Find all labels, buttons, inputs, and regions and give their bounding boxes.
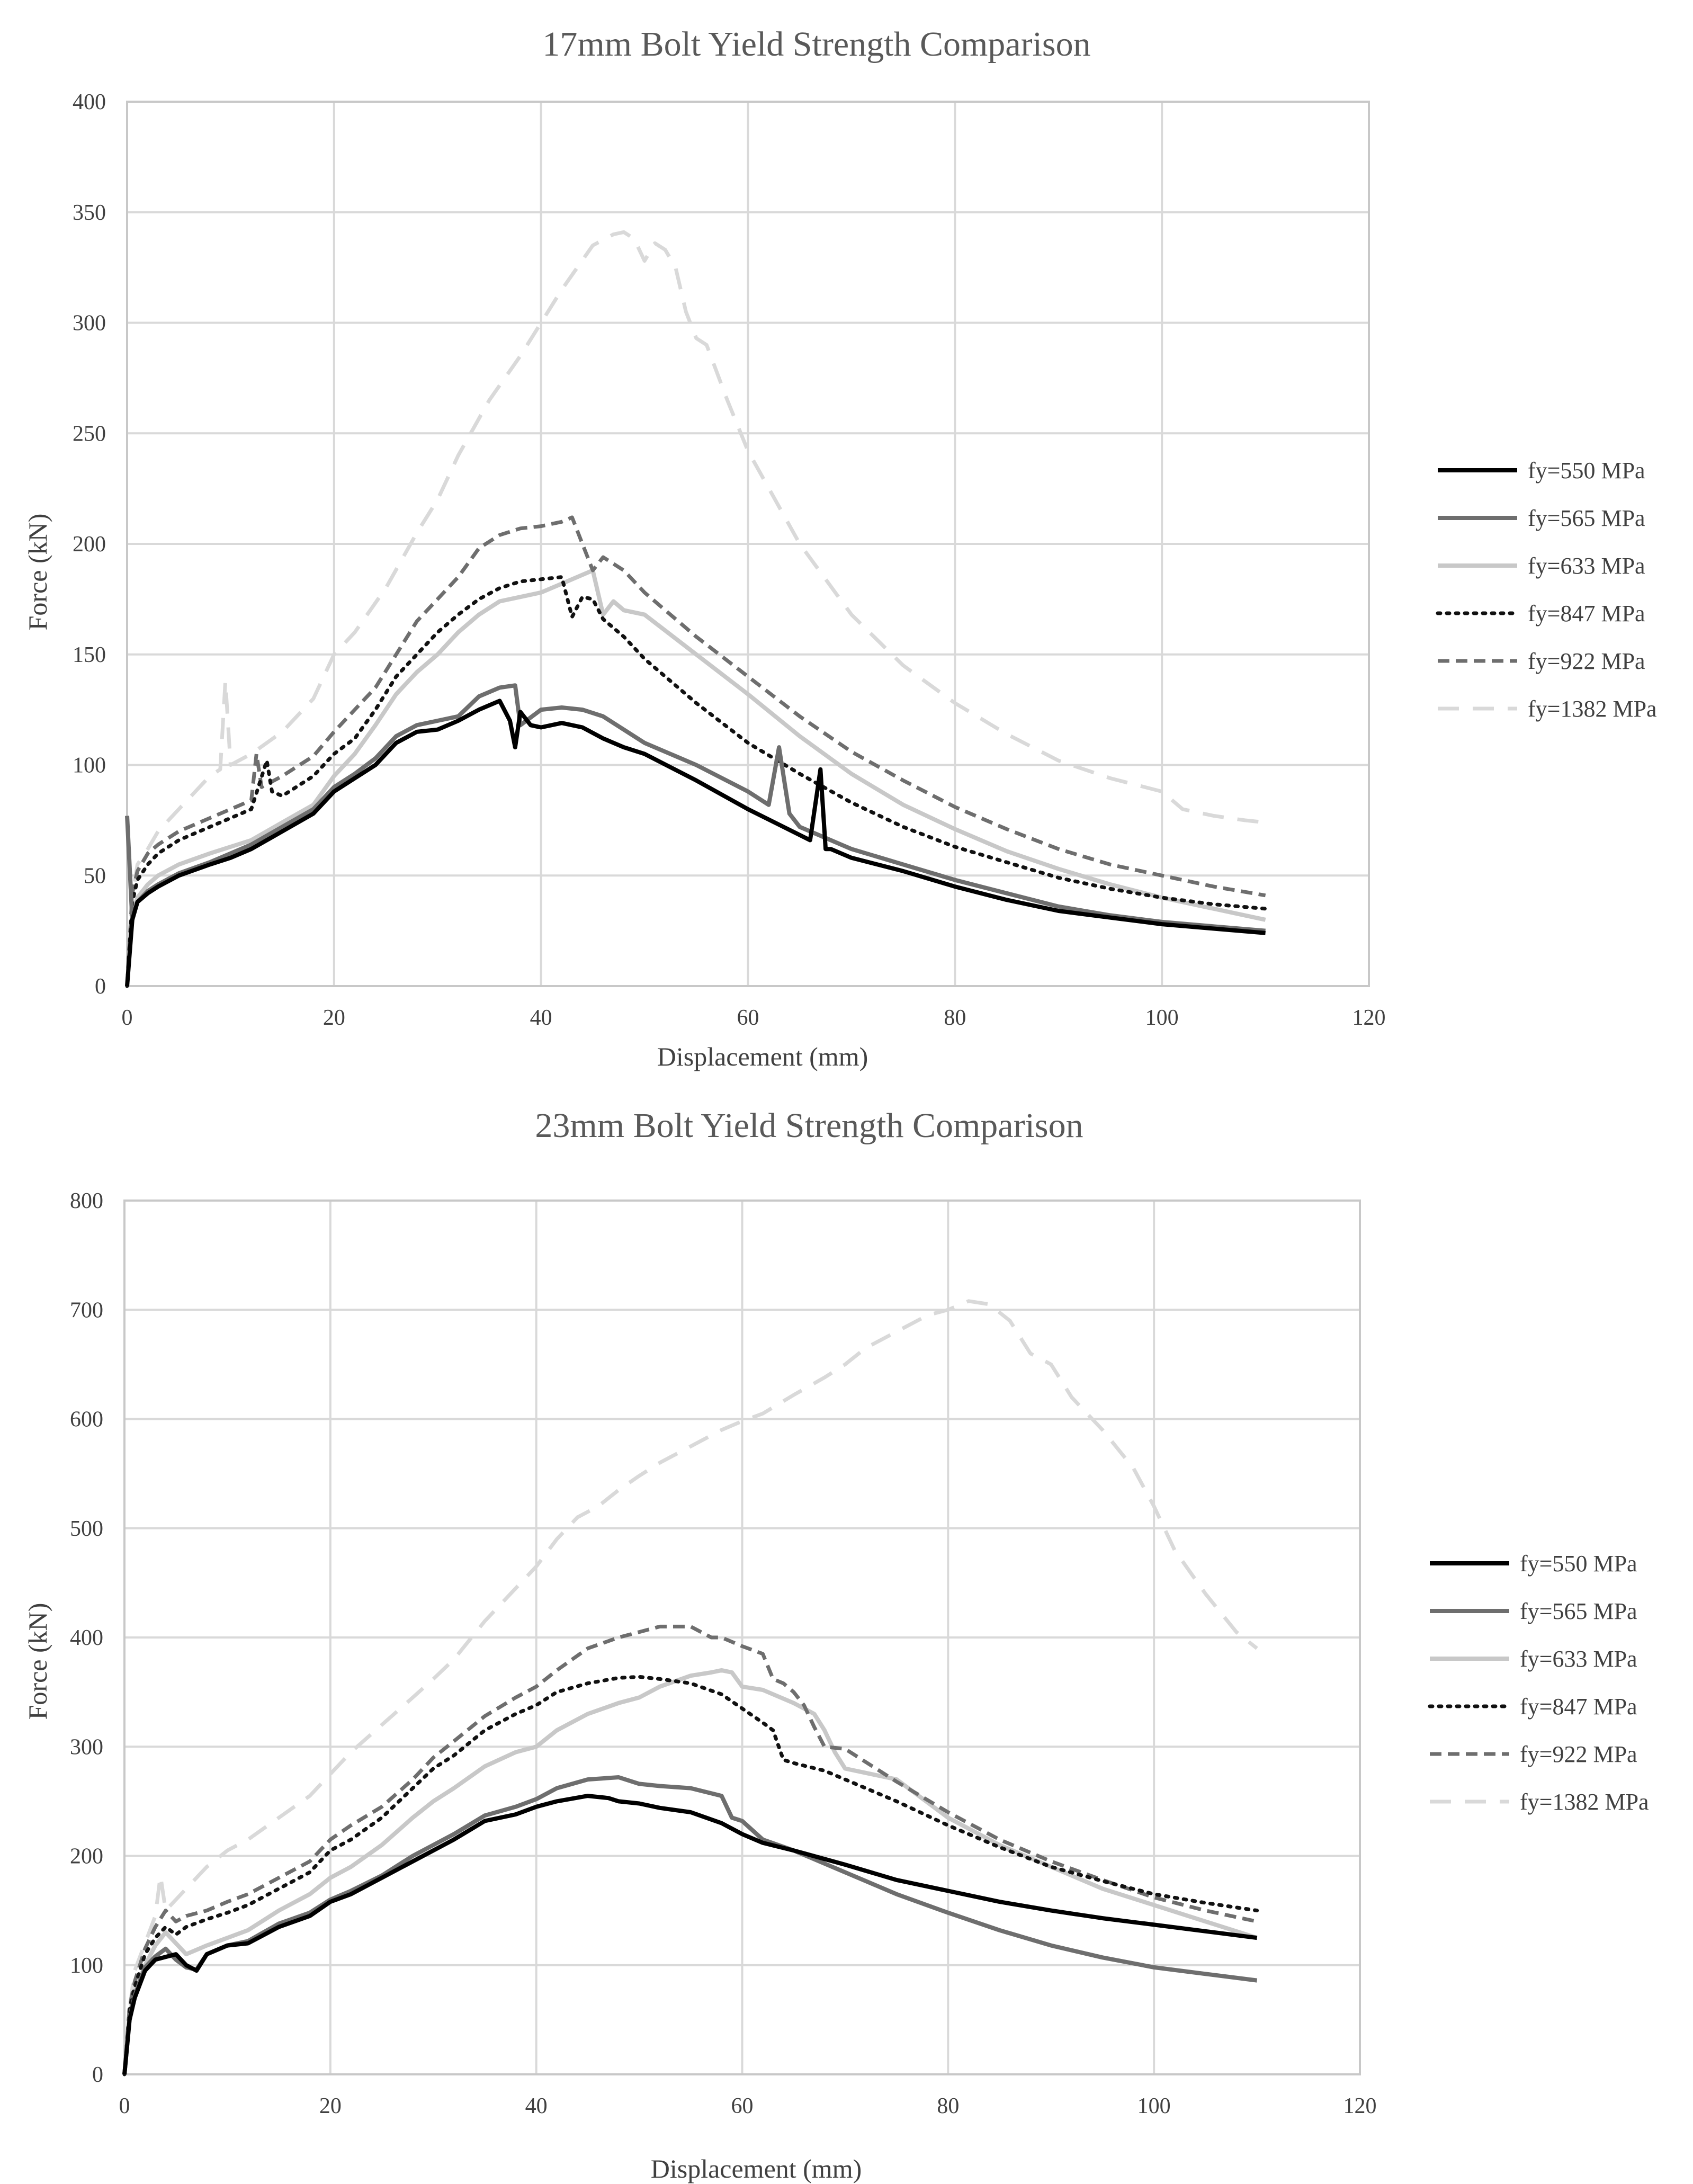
- y-tick-label: 400: [70, 1626, 103, 1650]
- series-line: [125, 230, 1266, 987]
- series-line: [122, 1775, 1258, 2075]
- y-tick-label: 500: [70, 1517, 103, 1541]
- series-line: [125, 699, 1266, 987]
- legend-label: fy=1382 MPa: [1528, 696, 1657, 722]
- gridlines: [126, 101, 1370, 987]
- x-tick-label: 40: [530, 1006, 552, 1030]
- gridlines: [123, 1200, 1361, 2075]
- y-tick-label: 200: [73, 532, 106, 557]
- chart-title: 23mm Bolt Yield Strength Comparison: [535, 1106, 1083, 1145]
- y-axis-label: Force (kN): [23, 514, 52, 631]
- y-tick-label: 700: [70, 1298, 103, 1322]
- x-tick-label: 20: [319, 2094, 342, 2118]
- y-tick-label: 600: [70, 1408, 103, 1432]
- x-tick-label: 80: [937, 2094, 959, 2118]
- x-axis-label: Displacement (mm): [651, 2154, 862, 2183]
- y-tick-label: 350: [73, 201, 106, 225]
- x-tick-label: 60: [731, 2094, 754, 2118]
- chart-17mm: 17mm Bolt Yield Strength Comparison Disp…: [23, 25, 1657, 1071]
- legend-label: fy=1382 MPa: [1520, 1789, 1649, 1815]
- y-tick-label: 300: [70, 1735, 103, 1759]
- plot-area-frame: [123, 1200, 1361, 2075]
- x-tick-label: 0: [122, 1006, 133, 1030]
- legend-label: fy=922 MPa: [1520, 1741, 1637, 1767]
- chart-title: 17mm Bolt Yield Strength Comparison: [542, 25, 1090, 64]
- y-tick-label: 100: [70, 1954, 103, 1978]
- series-line: [122, 1675, 1259, 2076]
- legend: fy=550 MPa fy=565 MPa fy=633 MPa fy=847 MPa…: [1428, 1551, 1649, 1815]
- chart-23mm: 23mm Bolt Yield Strength Comparison Disp…: [0, 1092, 1693, 2184]
- legend-label: fy=633 MPa: [1528, 553, 1645, 579]
- x-tick-label: 0: [119, 2094, 130, 2118]
- x-tick-label: 120: [1343, 2094, 1377, 2118]
- y-tick-label: 50: [84, 864, 106, 888]
- series-line: [122, 1668, 1258, 2075]
- legend-label: fy=565 MPa: [1528, 505, 1645, 531]
- x-tick-label: 80: [944, 1006, 966, 1030]
- series-line: [125, 575, 1268, 988]
- series-line: [125, 568, 1266, 987]
- legend-label: fy=847 MPa: [1520, 1694, 1637, 1720]
- legend-label: fy=847 MPa: [1528, 601, 1645, 626]
- series-line: [125, 515, 1266, 987]
- series-line: [125, 683, 1266, 933]
- series-line: [122, 1794, 1258, 2075]
- x-tick-label: 20: [323, 1006, 345, 1030]
- legend-label: fy=550 MPa: [1528, 458, 1645, 484]
- legend: fy=550 MPa fy=565 MPa fy=633 MPa fy=847 MPa…: [1436, 458, 1657, 722]
- chart-23mm-svg: 23mm Bolt Yield Strength Comparison Disp…: [23, 1106, 1649, 2183]
- series-line: [122, 1624, 1258, 2075]
- legend-label: fy=633 MPa: [1520, 1646, 1637, 1672]
- x-tick-label: 60: [737, 1006, 759, 1030]
- legend-label: fy=565 MPa: [1520, 1598, 1637, 1624]
- y-tick-label: 300: [73, 311, 106, 336]
- y-tick-label: 400: [73, 90, 106, 114]
- y-tick-label: 0: [92, 2063, 103, 2087]
- y-tick-label: 0: [95, 974, 106, 999]
- x-axis-label: Displacement (mm): [657, 1042, 868, 1071]
- chart-17mm-svg: 17mm Bolt Yield Strength Comparison Disp…: [23, 25, 1657, 1071]
- x-tick-label: 100: [1137, 2094, 1171, 2118]
- y-tick-label: 250: [73, 422, 106, 446]
- y-tick-label: 150: [73, 643, 106, 667]
- plot-area-frame: [126, 101, 1370, 987]
- legend-label: fy=922 MPa: [1528, 648, 1645, 674]
- y-axis-label: Force (kN): [23, 1603, 52, 1720]
- legend-label: fy=550 MPa: [1520, 1551, 1637, 1577]
- series-line: [122, 1299, 1258, 2075]
- y-tick-label: 100: [73, 754, 106, 778]
- y-tick-label: 800: [70, 1189, 103, 1213]
- x-tick-label: 120: [1352, 1006, 1386, 1030]
- x-tick-label: 40: [525, 2094, 548, 2118]
- y-tick-label: 200: [70, 1845, 103, 1869]
- x-tick-label: 100: [1145, 1006, 1179, 1030]
